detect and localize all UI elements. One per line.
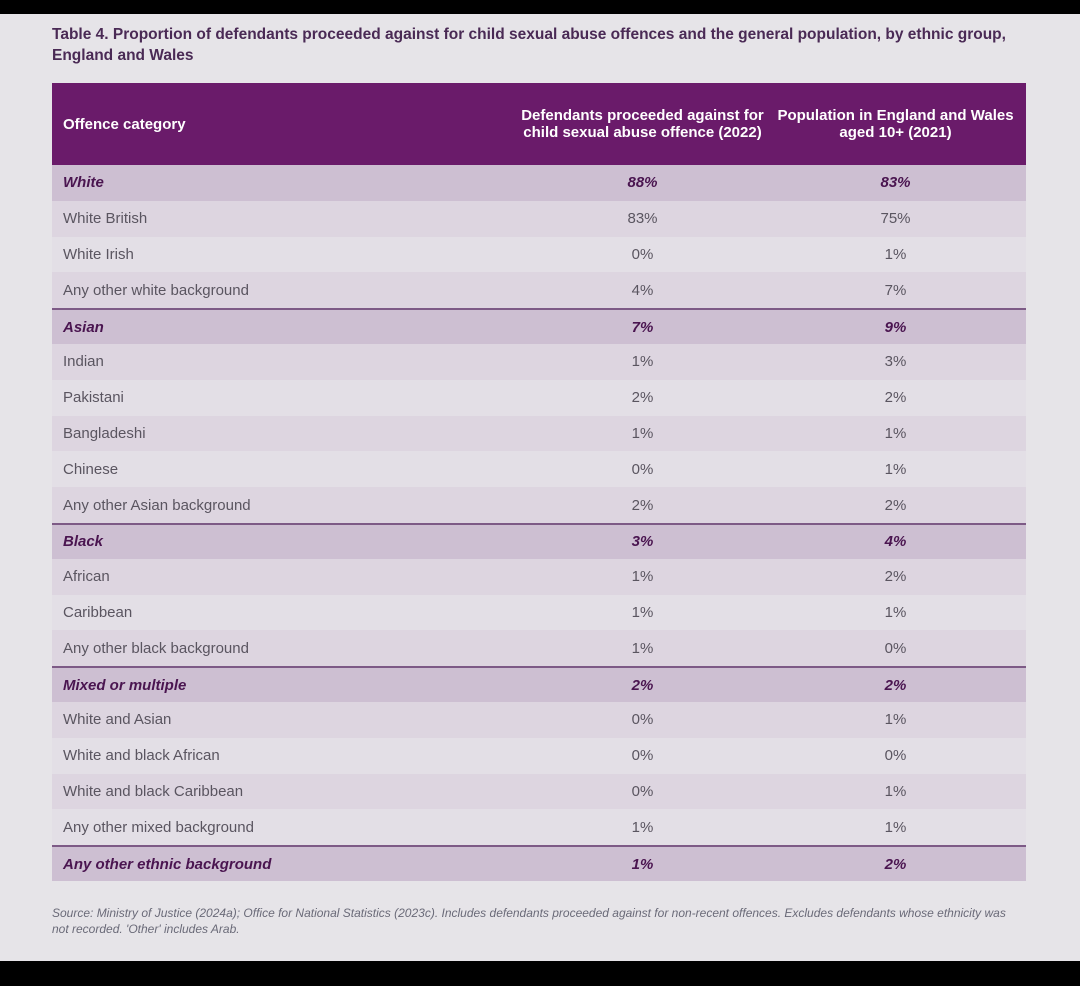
category-cell: Any other ethnic background — [63, 855, 272, 873]
status-bar — [0, 0, 1080, 14]
defendants-cell: 2% — [631, 676, 654, 694]
population-cell: 7% — [884, 281, 907, 299]
table-header: Offence category Defendants proceeded ag… — [52, 83, 1026, 165]
category-cell: Chinese — [63, 460, 119, 478]
population-cell: 2% — [884, 676, 907, 694]
category-cell: White and black Caribbean — [63, 782, 244, 800]
defendants-cell: 83% — [627, 210, 658, 228]
population-cell: 4% — [884, 533, 907, 551]
population-cell: 1% — [884, 603, 907, 621]
table: Offence category Defendants proceeded ag… — [52, 83, 1026, 881]
table-row: Indian 1% 3% — [52, 343, 1026, 380]
table-row: White Irish 0% 1% — [52, 236, 1026, 273]
category-cell: White Irish — [63, 245, 134, 263]
population-cell: 2% — [884, 568, 907, 586]
category-cell: Bangladeshi — [63, 424, 146, 442]
population-cell: 3% — [884, 353, 907, 371]
population-cell: 2% — [884, 855, 907, 873]
table-row: Any other ethnic background 1% 2% — [52, 845, 1026, 881]
population-cell: 9% — [884, 318, 907, 336]
population-cell: 1% — [884, 818, 907, 836]
table-row: Chinese 0% 1% — [52, 451, 1026, 488]
defendants-cell: 1% — [631, 818, 654, 836]
table-row: Any other black background 1% 0% — [52, 630, 1026, 667]
category-cell: Pakistani — [63, 389, 124, 407]
table-row: Black 3% 4% — [52, 522, 1026, 559]
defendants-cell: 0% — [631, 460, 654, 478]
table-row: Any other Asian background 2% 2% — [52, 487, 1026, 523]
population-cell: 2% — [884, 389, 907, 407]
column-header: Population in England and Wales aged 10+… — [777, 107, 1014, 141]
nav-bar — [0, 961, 1080, 986]
category-cell: African — [63, 568, 110, 586]
population-cell: 1% — [884, 782, 907, 800]
population-cell: 1% — [884, 245, 907, 263]
table-row: White and Asian 0% 1% — [52, 701, 1026, 738]
category-cell: White and black African — [63, 747, 220, 765]
table-row: White 88% 83% — [52, 165, 1026, 201]
table-body: White 88% 83% White British 83% 75% White Iris… — [52, 165, 1026, 881]
category-cell: Any other mixed background — [63, 818, 254, 836]
defendants-cell: 4% — [631, 281, 654, 299]
category-cell: Black — [63, 533, 104, 551]
table-row: White and black Caribbean 0% 1% — [52, 773, 1026, 810]
defendants-cell: 1% — [631, 353, 654, 371]
category-cell: Mixed or multiple — [63, 676, 187, 694]
table-row: Bangladeshi 1% 1% — [52, 415, 1026, 452]
category-cell: White and Asian — [63, 711, 172, 729]
defendants-cell: 1% — [631, 568, 654, 586]
table-row: White British 83% 75% — [52, 200, 1026, 237]
population-cell: 1% — [884, 424, 907, 442]
defendants-cell: 0% — [631, 245, 654, 263]
defendants-cell: 1% — [631, 855, 654, 873]
defendants-cell: 0% — [631, 782, 654, 800]
table-row: Pakistani 2% 2% — [52, 379, 1026, 416]
population-cell: 2% — [884, 496, 907, 514]
source-note: Source: Ministry of Justice (2024a); Off… — [52, 906, 1006, 936]
table-row: White and black African 0% 0% — [52, 737, 1026, 774]
category-cell: Asian — [63, 318, 104, 336]
population-cell: 0% — [884, 639, 907, 657]
population-cell: 1% — [884, 460, 907, 478]
title: Table 4. Proportion of defendants procee… — [52, 26, 1006, 64]
defendants-cell: 1% — [631, 603, 654, 621]
defendants-cell: 0% — [631, 747, 654, 765]
category-cell: White British — [63, 210, 148, 228]
category-cell: Any other white background — [63, 281, 249, 299]
column-header: Defendants proceeded against for child s… — [521, 107, 764, 141]
table-row: Caribbean 1% 1% — [52, 594, 1026, 631]
defendants-cell: 7% — [631, 318, 654, 336]
table-row: Any other mixed background 1% 1% — [52, 809, 1026, 846]
category-cell: White — [63, 174, 104, 192]
table-row: Mixed or multiple 2% 2% — [52, 666, 1026, 702]
defendants-cell: 2% — [631, 389, 654, 407]
defendants-cell: 0% — [631, 711, 654, 729]
defendants-cell: 2% — [631, 496, 654, 514]
table-row: Any other white background 4% 7% — [52, 272, 1026, 309]
defendants-cell: 3% — [631, 533, 654, 551]
table-row: African 1% 2% — [52, 558, 1026, 595]
defendants-cell: 1% — [631, 639, 654, 657]
category-cell: Any other black background — [63, 639, 249, 657]
population-cell: 1% — [884, 711, 907, 729]
category-cell: Caribbean — [63, 603, 133, 621]
column-header: Offence category — [63, 115, 186, 133]
category-cell: Indian — [63, 353, 104, 371]
population-cell: 75% — [880, 210, 911, 228]
defendants-cell: 88% — [627, 174, 658, 192]
table-row: Asian 7% 9% — [52, 308, 1026, 344]
population-cell: 0% — [884, 747, 907, 765]
category-cell: Any other Asian background — [63, 496, 251, 514]
defendants-cell: 1% — [631, 424, 654, 442]
population-cell: 83% — [880, 174, 911, 192]
